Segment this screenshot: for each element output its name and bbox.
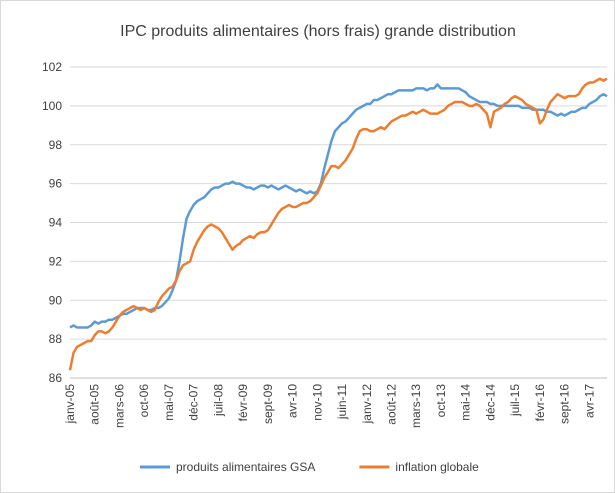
x-tick-label: juil-15	[508, 384, 522, 417]
x-tick-label: mars-13	[409, 384, 423, 428]
x-tick-label: juin-11	[335, 384, 349, 420]
x-tick-label: avr-17	[582, 384, 596, 418]
chart-title: IPC produits alimentaires (hors frais) g…	[120, 23, 516, 40]
y-tick-label: 90	[49, 293, 63, 307]
x-tick-label: oct-06	[137, 384, 151, 418]
y-tick-label: 96	[49, 177, 63, 191]
x-tick-label: janv-12	[360, 384, 374, 425]
x-tick-label: sept-09	[261, 384, 275, 424]
x-tick-label: oct-13	[434, 384, 448, 418]
x-tick-label: déc-14	[483, 384, 497, 421]
x-tick-label: mai-14	[459, 384, 473, 421]
y-tick-label: 86	[49, 371, 63, 385]
legend-label: produits alimentaires GSA	[176, 460, 315, 474]
x-tick-label: mai-07	[162, 384, 176, 421]
x-tick-label: nov-10	[310, 384, 324, 421]
x-tick-label: févr-09	[236, 384, 250, 422]
x-tick-label: janv-05	[63, 384, 77, 425]
x-tick-label: avr-10	[286, 384, 300, 418]
y-tick-label: 98	[49, 138, 63, 152]
x-tick-label: juil-08	[211, 384, 225, 417]
legend-label: inflation globale	[395, 460, 479, 474]
line-series	[68, 77, 608, 371]
x-tick-label: sept-16	[558, 384, 572, 424]
y-tick-label: 92	[49, 254, 63, 268]
x-tick-label: août-12	[384, 384, 398, 425]
x-tick-label: mars-06	[112, 384, 126, 428]
x-tick-label: févr-16	[533, 384, 547, 422]
x-tick-label: août-05	[88, 384, 102, 425]
line-series	[69, 83, 608, 329]
y-tick-label: 102	[42, 60, 62, 74]
y-tick-label: 88	[49, 332, 63, 346]
y-tick-label: 100	[42, 99, 62, 113]
x-tick-label: déc-07	[187, 384, 201, 421]
y-tick-label: 94	[49, 216, 63, 230]
